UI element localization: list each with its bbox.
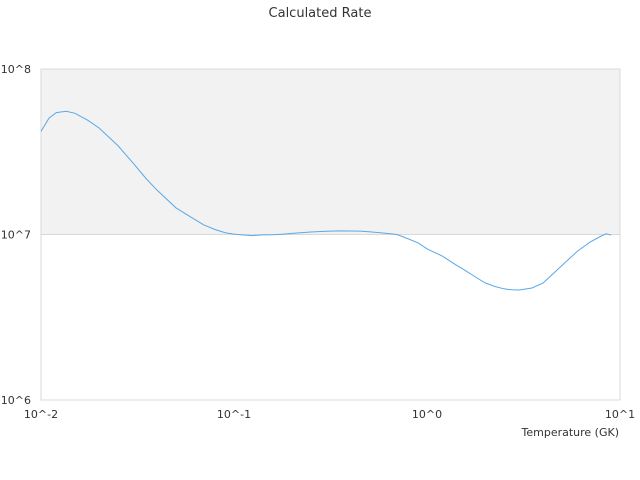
series-line-0 [40, 110, 612, 291]
x-tick-label: 10^0 [412, 408, 442, 421]
y-tick-label: 10^6 [1, 394, 31, 407]
chart-title: Calculated Rate [269, 6, 372, 21]
x-tick-label: 10^-1 [217, 408, 251, 421]
plot-area: 10^6 10^7 10^8 10^-2 10^-1 10^0 10^1 [1, 63, 635, 421]
shaded-band [41, 69, 620, 235]
plot-border [40, 68, 621, 401]
y-tick-label: 10^8 [1, 63, 31, 76]
y-tick-label: 10^7 [1, 229, 31, 242]
x-tick-label: 10^1 [605, 408, 635, 421]
x-axis-title: Temperature (GK) [521, 426, 620, 439]
x-tick-label: 10^-2 [24, 408, 58, 421]
